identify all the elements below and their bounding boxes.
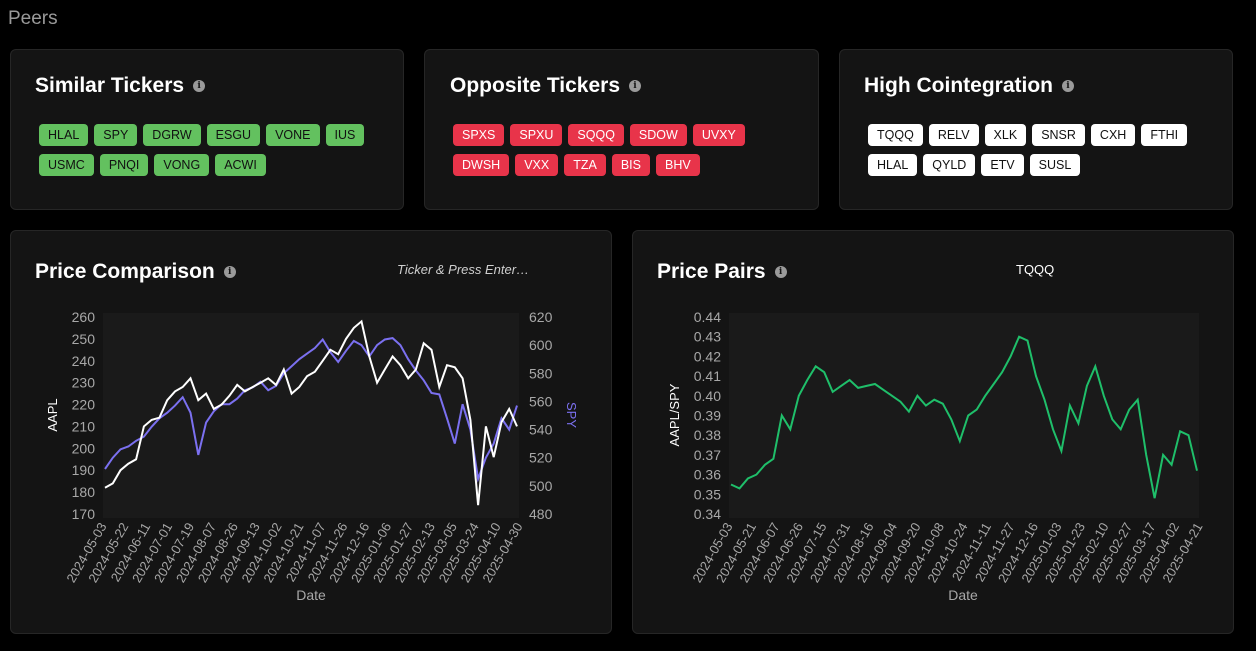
y2-tick-label: 500 xyxy=(529,478,553,494)
y-tick-label: 0.40 xyxy=(694,388,721,404)
ticker-chip-dwsh[interactable]: DWSH xyxy=(453,154,510,176)
ticker-chip-tza[interactable]: TZA xyxy=(564,154,606,176)
ticker-chip-uvxy[interactable]: UVXY xyxy=(692,124,745,146)
price-comparison-title: Price Comparison xyxy=(35,260,215,283)
ticker-chip-spy[interactable]: SPY xyxy=(94,124,138,146)
ticker-chip-esgu[interactable]: ESGU xyxy=(206,124,261,146)
y-tick-label: 200 xyxy=(72,440,96,456)
similar-tickers-header: Similar Tickers i xyxy=(35,74,206,98)
y-tick-label: 0.43 xyxy=(694,329,721,345)
ticker-input[interactable] xyxy=(395,261,551,278)
y2-tick-label: 620 xyxy=(529,309,553,325)
y-tick-label: 0.34 xyxy=(694,506,721,522)
ticker-chip-sdow[interactable]: SDOW xyxy=(629,124,687,146)
price-pairs-chart: 0.34 0.35 0.36 0.37 0.38 0.39 0.40 0.41 0.42 0.43… xyxy=(667,309,1206,603)
y-tick-label: 210 xyxy=(72,418,96,434)
ticker-chip-fthi[interactable]: FTHI xyxy=(1141,124,1188,146)
series-line-spy xyxy=(104,337,518,483)
info-icon[interactable]: i xyxy=(193,80,206,92)
y-tick-label: 220 xyxy=(72,397,96,413)
ticker-chip-acwi[interactable]: ACWI xyxy=(215,154,266,176)
y2-tick-label: 540 xyxy=(529,422,553,438)
ticker-chip-ius[interactable]: IUS xyxy=(325,124,365,146)
opposite-tickers-card: Opposite Tickers i SPXS SPXU SQQQ SDOW UVXY D… xyxy=(424,49,819,210)
y-tick-label: 170 xyxy=(72,506,96,522)
ticker-chip-bis[interactable]: BIS xyxy=(611,154,650,176)
ticker-chip-relv[interactable]: RELV xyxy=(928,124,979,146)
y-tick-label: 180 xyxy=(72,484,96,500)
x-axis-label: Date xyxy=(948,587,978,603)
info-icon[interactable]: i xyxy=(774,266,787,278)
y-tick-label: 0.36 xyxy=(694,467,721,483)
y2-tick-label: 580 xyxy=(529,365,553,381)
ticker-chip-bhv[interactable]: BHV xyxy=(655,154,700,176)
y-tick-label: 0.38 xyxy=(694,427,721,443)
plot-area xyxy=(103,313,519,518)
y2-tick-label: 600 xyxy=(529,337,553,353)
info-icon[interactable]: i xyxy=(629,80,642,92)
y-axis-label: AAPL xyxy=(45,398,60,431)
price-comparison-header: Price Comparison i xyxy=(35,260,236,284)
high-cointegration-card: High Cointegration i TQQQ RELV XLK SNSR CXH F… xyxy=(839,49,1233,210)
ticker-chip-pnqi[interactable]: PNQI xyxy=(99,154,149,176)
y-tick-label: 230 xyxy=(72,375,96,391)
similar-tickers-list: HLAL SPY DGRW ESGU VONE IUS USMC PNQI VONG ACWI xyxy=(39,124,389,176)
y-tick-label: 0.35 xyxy=(694,486,721,502)
y2-axis-label: SPY xyxy=(564,402,579,428)
series-line-aapl xyxy=(104,319,518,506)
ticker-chip-spxs[interactable]: SPXS xyxy=(453,124,505,146)
series-line-ratio xyxy=(730,335,1198,499)
y-tick-label: 190 xyxy=(72,462,96,478)
y-tick-label: 0.39 xyxy=(694,408,721,424)
y-tick-label: 250 xyxy=(72,331,96,347)
price-comparison-chart: 170 180 190 200 210 220 230 240 250 260 480 500 520 5… xyxy=(45,309,579,603)
ticker-chip-cxh[interactable]: CXH xyxy=(1090,124,1136,146)
ticker-chip-spxu[interactable]: SPXU xyxy=(510,124,563,146)
y-tick-label: 240 xyxy=(72,353,96,369)
opposite-tickers-title: Opposite Tickers xyxy=(450,74,621,97)
ticker-chip-xlk[interactable]: XLK xyxy=(984,124,1027,146)
price-pairs-title: Price Pairs xyxy=(657,260,766,283)
info-icon[interactable]: i xyxy=(223,266,236,278)
y2-tick-label: 480 xyxy=(529,506,553,522)
x-axis-label: Date xyxy=(296,587,326,603)
y-axis-label: AAPL/SPY xyxy=(667,383,682,446)
high-cointegration-title: High Cointegration xyxy=(864,74,1053,97)
similar-tickers-card: Similar Tickers i HLAL SPY DGRW ESGU VONE IUS… xyxy=(10,49,404,210)
y2-tick-label: 560 xyxy=(529,393,553,409)
plot-area xyxy=(729,313,1199,518)
similar-tickers-title: Similar Tickers xyxy=(35,74,185,97)
y-tick-label: 260 xyxy=(72,309,96,325)
ticker-chip-tqqq[interactable]: TQQQ xyxy=(868,124,923,146)
opposite-tickers-list: SPXS SPXU SQQQ SDOW UVXY DWSH VXX TZA BIS BHV xyxy=(453,124,803,176)
ticker-chip-snsr[interactable]: SNSR xyxy=(1032,124,1085,146)
ticker-chip-hlal[interactable]: HLAL xyxy=(868,154,918,176)
opposite-tickers-header: Opposite Tickers i xyxy=(450,74,642,98)
ticker-chip-vxx[interactable]: VXX xyxy=(515,154,559,176)
price-comparison-card: Price Comparison i 170 180 190 200 210 220 230… xyxy=(10,230,612,634)
y-tick-label: 0.37 xyxy=(694,447,721,463)
y2-tick-label: 520 xyxy=(529,450,553,466)
price-pairs-card: Price Pairs i TQQQ 0.34 0.35 0.36 0.37 0.38 0… xyxy=(632,230,1234,634)
price-pairs-header: Price Pairs i xyxy=(657,260,787,284)
y-tick-label: 0.42 xyxy=(694,348,721,364)
y-tick-label: 0.44 xyxy=(694,309,721,325)
ticker-chip-vone[interactable]: VONE xyxy=(266,124,320,146)
ticker-chip-hlal[interactable]: HLAL xyxy=(39,124,89,146)
info-icon[interactable]: i xyxy=(1061,80,1074,92)
ticker-chip-vong[interactable]: VONG xyxy=(154,154,210,176)
ticker-chip-usmc[interactable]: USMC xyxy=(39,154,94,176)
high-cointegration-list: TQQQ RELV XLK SNSR CXH FTHI HLAL QYLD ETV SUSL xyxy=(868,124,1208,176)
high-cointegration-header: High Cointegration i xyxy=(864,74,1074,98)
ticker-chip-sqqq[interactable]: SQQQ xyxy=(568,124,624,146)
ticker-chip-dgrw[interactable]: DGRW xyxy=(143,124,201,146)
ticker-chip-qyld[interactable]: QYLD xyxy=(923,154,976,176)
ticker-chip-susl[interactable]: SUSL xyxy=(1029,154,1081,176)
selected-pair-label: TQQQ xyxy=(1016,262,1055,277)
page-title: Peers xyxy=(8,8,58,29)
ticker-chip-etv[interactable]: ETV xyxy=(981,154,1024,176)
y-tick-label: 0.41 xyxy=(694,368,721,384)
